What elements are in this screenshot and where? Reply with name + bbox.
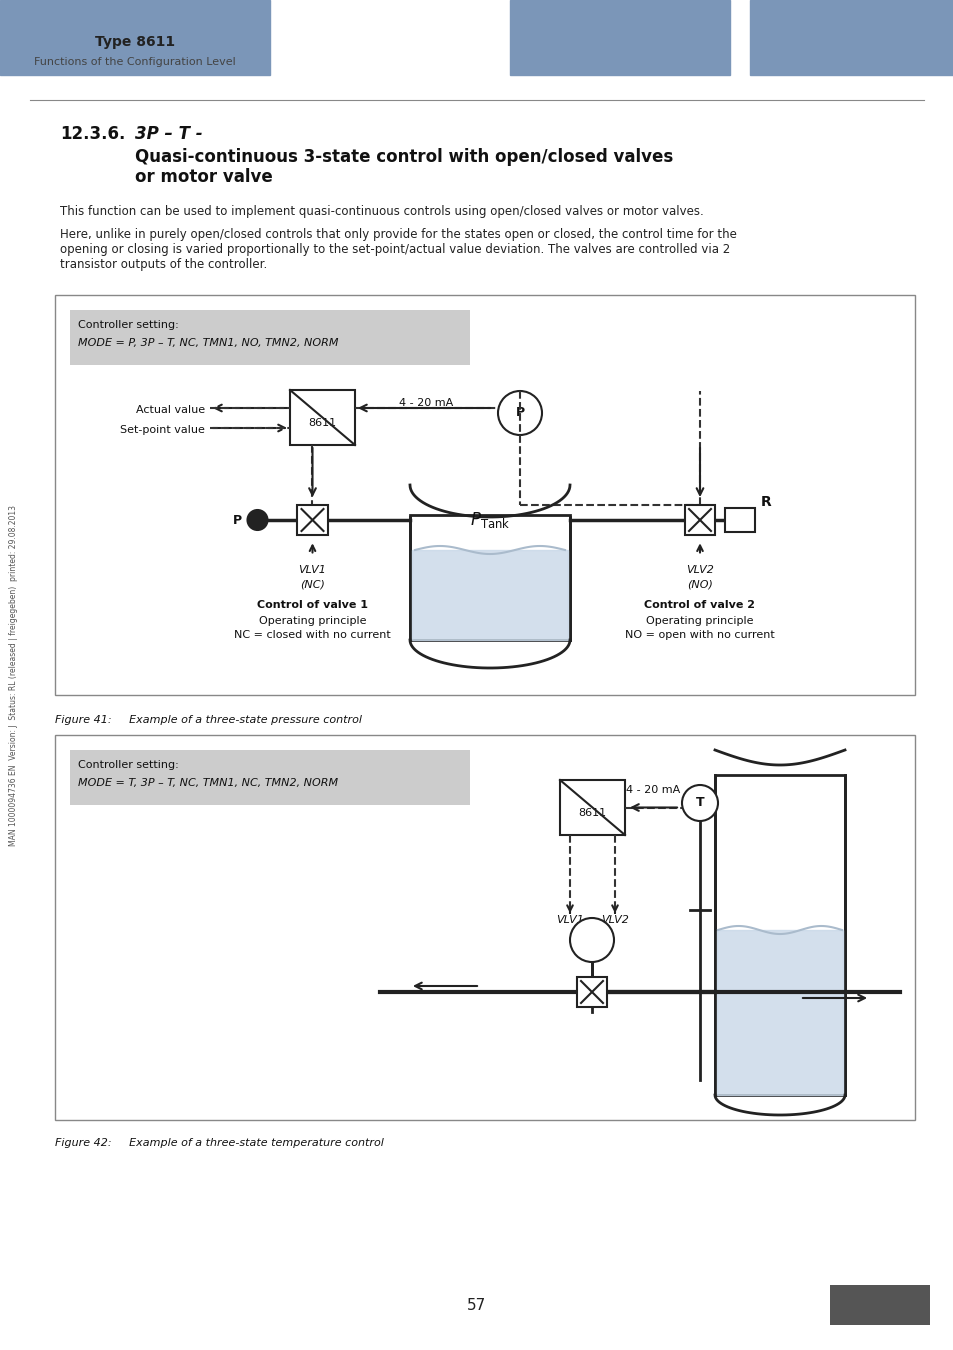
Text: MAN 1000094736 EN  Version: J  Status: RL (released | freigegeben)  printed: 29.: MAN 1000094736 EN Version: J Status: RL …: [10, 505, 18, 845]
Bar: [576, 976, 607, 1007]
Text: P: P: [233, 513, 242, 526]
Bar: [296, 505, 328, 536]
Polygon shape: [717, 930, 842, 1095]
Text: M: M: [584, 933, 598, 946]
Bar: [684, 505, 715, 536]
Text: english: english: [857, 1299, 902, 1311]
Text: Here, unlike in purely open/closed controls that only provide for the states ope: Here, unlike in purely open/closed contr…: [60, 228, 736, 242]
Text: transistor outputs of the controller.: transistor outputs of the controller.: [60, 258, 267, 271]
Text: VLV2: VLV2: [600, 915, 628, 925]
Polygon shape: [412, 549, 567, 640]
Circle shape: [497, 392, 541, 435]
Text: Functions of the Configuration Level: Functions of the Configuration Level: [34, 57, 235, 68]
Bar: [0, 0, 270, 76]
Text: Actual value: Actual value: [135, 405, 205, 414]
Text: MODE = T, 3P – T, NC, TMN1, NC, TMN2, NORM: MODE = T, 3P – T, NC, TMN1, NC, TMN2, NO…: [78, 778, 337, 788]
Bar: [510, 0, 729, 76]
Text: bürkert: bürkert: [768, 40, 850, 59]
Text: This function can be used to implement quasi-continuous controls using open/clos: This function can be used to implement q…: [60, 205, 703, 217]
Text: 4 - 20 mA: 4 - 20 mA: [626, 784, 679, 795]
Bar: [55, 296, 914, 695]
Text: 8611: 8611: [308, 417, 336, 428]
Text: Type 8611: Type 8611: [95, 35, 175, 49]
Text: 8611: 8611: [578, 807, 606, 818]
Text: $P_{\rm Tank}$: $P_{\rm Tank}$: [469, 510, 510, 531]
Text: VLV1: VLV1: [298, 566, 326, 575]
Text: 57: 57: [467, 1297, 486, 1312]
Text: Operating principle: Operating principle: [645, 616, 753, 626]
Bar: [774, 32, 782, 38]
Text: VLV1: VLV1: [556, 915, 583, 925]
Text: Control of valve 1: Control of valve 1: [256, 599, 368, 610]
Bar: [749, 0, 953, 76]
Text: Controller setting:: Controller setting:: [78, 320, 178, 329]
Text: 4 - 20 mA: 4 - 20 mA: [399, 398, 453, 408]
Bar: [794, 32, 802, 38]
Text: VLV2: VLV2: [685, 566, 713, 575]
Text: (NC): (NC): [300, 579, 325, 590]
Bar: [714, 775, 844, 1095]
Text: Operating principle: Operating principle: [258, 616, 366, 626]
Text: opening or closing is varied proportionally to the set-point/actual value deviat: opening or closing is varied proportiona…: [60, 243, 729, 256]
Text: (NO): (NO): [686, 579, 712, 590]
Bar: [784, 32, 792, 38]
Circle shape: [569, 918, 614, 963]
Text: NO = open with no current: NO = open with no current: [624, 630, 774, 640]
Bar: [410, 514, 569, 640]
Bar: [55, 734, 914, 1120]
Bar: [290, 390, 355, 446]
Text: FLUID CONTROL SYSTEMS: FLUID CONTROL SYSTEMS: [760, 62, 859, 70]
Text: 3P – T -: 3P – T -: [135, 126, 202, 143]
Text: P: P: [515, 406, 524, 420]
Bar: [70, 751, 470, 805]
Bar: [559, 780, 624, 836]
Text: Quasi-continuous 3-state control with open/closed valves: Quasi-continuous 3-state control with op…: [135, 148, 673, 166]
Text: R: R: [760, 495, 770, 509]
Text: MODE = P, 3P – T, NC, TMN1, NO, TMN2, NORM: MODE = P, 3P – T, NC, TMN1, NO, TMN2, NO…: [78, 338, 338, 348]
Circle shape: [247, 510, 267, 531]
Bar: [70, 310, 470, 364]
Text: NC = closed with no current: NC = closed with no current: [233, 630, 391, 640]
Text: Controller setting:: Controller setting:: [78, 760, 178, 770]
Text: Control of valve 2: Control of valve 2: [644, 599, 755, 610]
Text: Set-point value: Set-point value: [120, 425, 205, 435]
Circle shape: [681, 784, 718, 821]
Text: Figure 42:     Example of a three-state temperature control: Figure 42: Example of a three-state temp…: [55, 1138, 383, 1148]
Bar: [829, 1285, 929, 1324]
Text: Figure 41:     Example of a three-state pressure control: Figure 41: Example of a three-state pres…: [55, 716, 361, 725]
Text: T: T: [695, 796, 703, 810]
Bar: [724, 508, 755, 532]
Text: 12.3.6.: 12.3.6.: [60, 126, 125, 143]
Text: or motor valve: or motor valve: [135, 167, 273, 186]
